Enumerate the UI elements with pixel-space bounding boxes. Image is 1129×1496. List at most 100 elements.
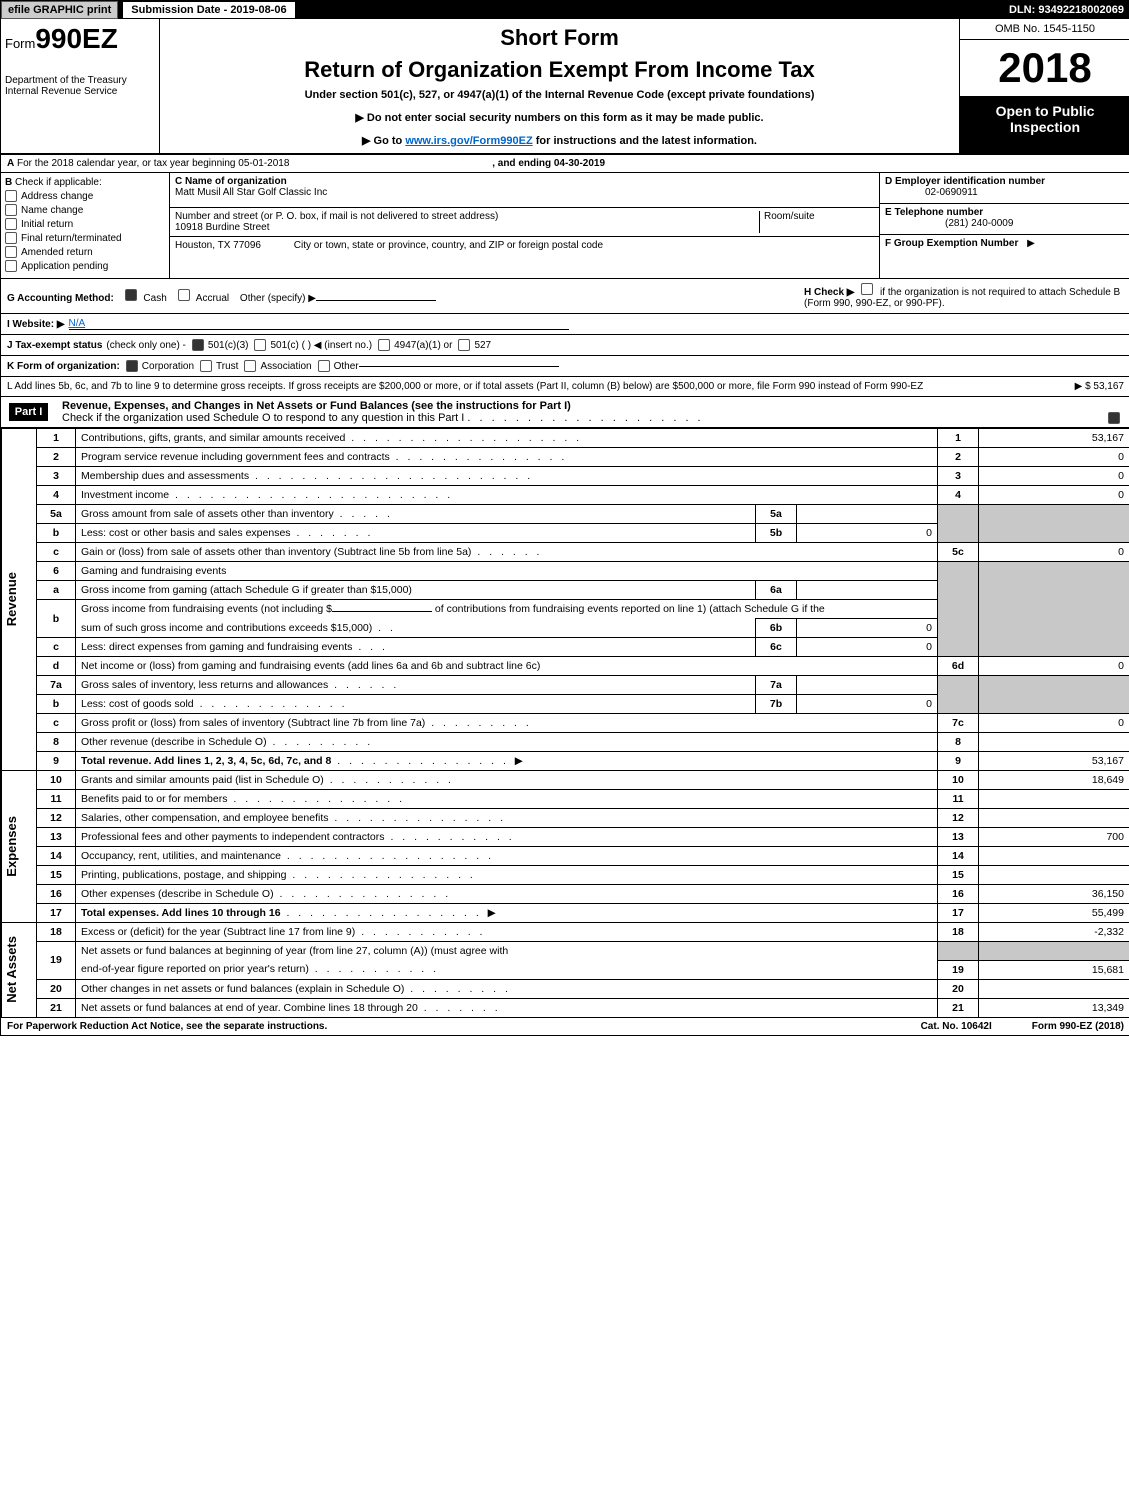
line19-val: 15,681	[979, 960, 1129, 979]
line3-num: 3	[37, 467, 76, 486]
website-value[interactable]: N/A	[69, 318, 569, 330]
line5b-num: b	[37, 524, 76, 543]
part1-header-row: Part I Revenue, Expenses, and Changes in…	[1, 397, 1129, 428]
line7a-num: 7a	[37, 676, 76, 695]
row-15: 15 Printing, publications, postage, and …	[2, 866, 1129, 885]
group-exemption-cell: F Group Exemption Number ▶	[880, 235, 1129, 265]
line15-val	[979, 866, 1129, 885]
501c3-checkbox[interactable]	[192, 339, 204, 351]
row-3: 3 Membership dues and assessments . . . …	[2, 467, 1129, 486]
line8-rn: 8	[938, 733, 979, 752]
line7c-num: c	[37, 714, 76, 733]
row-12: 12 Salaries, other compensation, and emp…	[2, 809, 1129, 828]
address-change-checkbox[interactable]	[5, 190, 17, 202]
527-checkbox[interactable]	[458, 339, 470, 351]
return-title: Return of Organization Exempt From Incom…	[166, 57, 953, 83]
org-name-value: Matt Musil All Star Golf Classic Inc	[175, 187, 327, 198]
line12-val	[979, 809, 1129, 828]
application-pending-checkbox[interactable]	[5, 260, 17, 272]
cash-checkbox[interactable]	[125, 289, 137, 301]
line16-desc: Other expenses (describe in Schedule O)	[81, 888, 274, 900]
h-checkbox[interactable]	[861, 283, 873, 295]
accrual-checkbox[interactable]	[178, 289, 190, 301]
4947-checkbox[interactable]	[378, 339, 390, 351]
line13-desc: Professional fees and other payments to …	[81, 831, 385, 843]
line21-desc: Net assets or fund balances at end of ye…	[81, 1002, 418, 1014]
dln-number: DLN: 93492218002069	[1009, 4, 1129, 16]
line20-rn: 20	[938, 979, 979, 998]
final-return-label: Final return/terminated	[21, 233, 122, 244]
line6b-desc2: of contributions from fundraising events…	[435, 603, 825, 615]
d-label: D Employer identification number	[885, 176, 1045, 187]
open-public-line2: Inspection	[1010, 119, 1080, 135]
shaded-19	[938, 942, 979, 961]
trust-checkbox[interactable]	[200, 360, 212, 372]
l-amount: ▶ $ 53,167	[1075, 381, 1124, 392]
schedule-o-checkbox[interactable]	[1108, 412, 1120, 424]
open-public-badge: Open to Public Inspection	[960, 97, 1129, 153]
line12-rn: 12	[938, 809, 979, 828]
corporation-checkbox[interactable]	[126, 360, 138, 372]
j-label: J Tax-exempt status	[7, 340, 102, 351]
501c-checkbox[interactable]	[254, 339, 266, 351]
h-label: H Check ▶	[804, 287, 854, 298]
part1-check-o: Check if the organization used Schedule …	[62, 412, 464, 424]
part1-label: Part I	[9, 403, 49, 421]
row-1: Revenue 1 Contributions, gifts, grants, …	[2, 429, 1129, 448]
line18-desc: Excess or (deficit) for the year (Subtra…	[81, 926, 355, 938]
line20-val	[979, 979, 1129, 998]
row-13: 13 Professional fees and other payments …	[2, 828, 1129, 847]
org-name-cell: C Name of organization Matt Musil All St…	[170, 173, 879, 208]
501c-label: 501(c) ( ) ◀ (insert no.)	[270, 340, 372, 351]
line6d-rn: 6d	[938, 657, 979, 676]
l-text: L Add lines 5b, 6c, and 7b to line 9 to …	[7, 381, 1075, 392]
line3-val: 0	[979, 467, 1129, 486]
final-return-checkbox[interactable]	[5, 232, 17, 244]
phone-cell: E Telephone number (281) 240-0009	[880, 204, 1129, 235]
line6c-desc: Less: direct expenses from gaming and fu…	[81, 641, 352, 653]
accrual-label: Accrual	[196, 293, 229, 304]
name-change-checkbox[interactable]	[5, 204, 17, 216]
city-cell: Houston, TX 77096 City or town, state or…	[170, 237, 879, 254]
line8-desc: Other revenue (describe in Schedule O)	[81, 736, 267, 748]
c-label: C Name of organization	[175, 176, 287, 187]
line9-val: 53,167	[979, 752, 1129, 771]
527-label: 527	[474, 340, 491, 351]
form-container: efile GRAPHIC print Submission Date - 20…	[0, 0, 1129, 1036]
top-bar: efile GRAPHIC print Submission Date - 20…	[1, 1, 1129, 19]
association-checkbox[interactable]	[244, 360, 256, 372]
line14-desc: Occupancy, rent, utilities, and maintena…	[81, 850, 281, 862]
header-right: OMB No. 1545-1150 2018 Open to Public In…	[959, 19, 1129, 153]
line18-rn: 18	[938, 923, 979, 942]
city-label: City or town, state or province, country…	[294, 240, 603, 251]
row-18: Net Assets 18 Excess or (deficit) for th…	[2, 923, 1129, 942]
line7a-in: 7a	[756, 676, 797, 695]
row-4: 4 Investment income . . . . . . . . . . …	[2, 486, 1129, 505]
check-applicable-box: B Check if applicable: Address change Na…	[1, 173, 170, 278]
line7b-in: 7b	[756, 695, 797, 714]
tax-year: 2018	[960, 40, 1129, 97]
row-6: 6 Gaming and fundraising events	[2, 562, 1129, 581]
line5b-desc: Less: cost or other basis and sales expe…	[81, 527, 291, 539]
other-org-input[interactable]	[359, 366, 559, 367]
row-11: 11 Benefits paid to or for members . . .…	[2, 790, 1129, 809]
open-public-line1: Open to Public	[996, 103, 1095, 119]
line6d-desc: Net income or (loss) from gaming and fun…	[76, 657, 938, 676]
amended-return-checkbox[interactable]	[5, 246, 17, 258]
phone-value: (281) 240-0009	[945, 218, 1013, 229]
address-change-label: Address change	[21, 191, 93, 202]
row-2: 2 Program service revenue including gove…	[2, 448, 1129, 467]
line14-num: 14	[37, 847, 76, 866]
form-number: 990EZ	[35, 23, 118, 54]
line13-val: 700	[979, 828, 1129, 847]
line1-desc: Contributions, gifts, grants, and simila…	[81, 432, 345, 444]
line9-desc: Total revenue. Add lines 1, 2, 3, 4, 5c,…	[81, 755, 331, 767]
line6b-input[interactable]	[332, 611, 432, 612]
initial-return-checkbox[interactable]	[5, 218, 17, 230]
goto-link[interactable]: www.irs.gov/Form990EZ	[405, 135, 532, 147]
line6d-val: 0	[979, 657, 1129, 676]
efile-print-button[interactable]: efile GRAPHIC print	[1, 1, 118, 19]
other-specify-input[interactable]	[316, 300, 436, 301]
other-checkbox[interactable]	[318, 360, 330, 372]
other-label: Other	[334, 361, 359, 372]
